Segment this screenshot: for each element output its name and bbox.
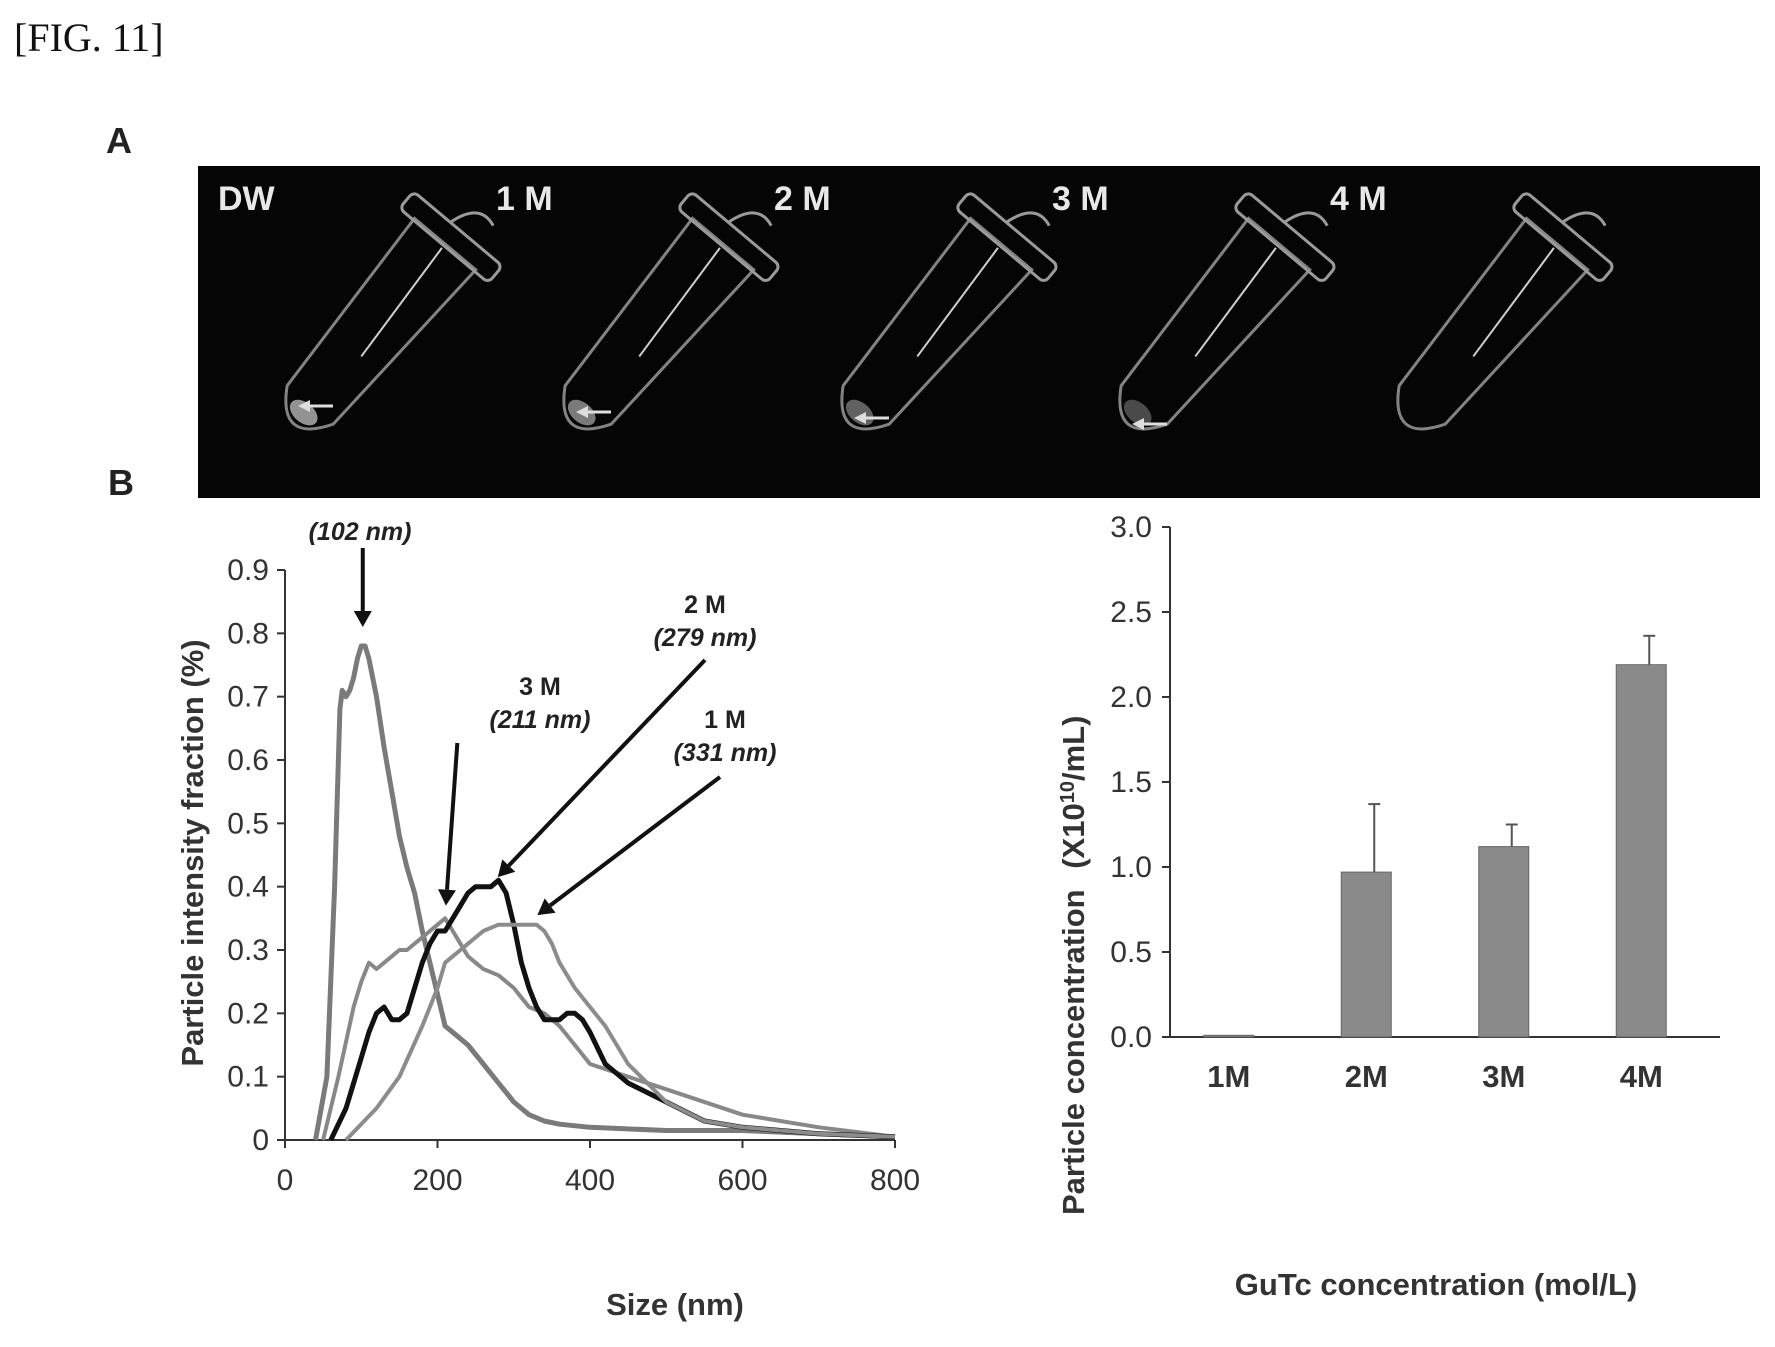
peak-annotation-arrow (507, 658, 707, 867)
x-tick-label-c: 3M (1482, 1059, 1525, 1094)
tube-image (1396, 192, 1614, 431)
bar-3m (1478, 846, 1530, 1038)
y-tick-label-b: 0.1 (227, 1061, 269, 1094)
y-tick-label-b: 0.4 (227, 871, 269, 904)
y-tick-label-b: 0.6 (227, 744, 269, 777)
x-tick-label-b: 800 (870, 1164, 920, 1197)
tube-image (1118, 192, 1336, 431)
y-tick-label-b: 0.8 (227, 617, 269, 650)
peak-annotation-arrow (445, 742, 460, 890)
y-tick-label-b: 0.9 (227, 554, 269, 587)
particle-concentration-chart: 0.0 0.5 1.0 1.5 2.0 2.5 3.0 1M 2M 3M 4M Particle c… (1056, 515, 1720, 1302)
y-axis-label-c: Particle concentration (X1010/mL) (1056, 716, 1091, 1215)
x-tick-label-b: 400 (565, 1164, 615, 1197)
tube-label: DW (218, 180, 276, 218)
bar-4m (1615, 664, 1667, 1038)
y-tick-label-b: 0 (252, 1124, 269, 1157)
size-distribution-chart: 0 0.1 0.2 0.3 0.4 0.5 0.6 0.7 0.8 0.9 0 200 400 600 80… (175, 518, 920, 1322)
y-tick-label-c: 1.0 (1110, 851, 1152, 884)
peak-annotation-arrow (548, 775, 722, 908)
peak-annotation-label: 2 M (684, 591, 726, 619)
panel-a-label: A (106, 120, 132, 161)
tube-image (284, 192, 502, 431)
x-tick-label-c: 2M (1345, 1059, 1388, 1094)
peak-annotation-label: 3 M (519, 673, 561, 701)
x-tick-label-c: 4M (1620, 1059, 1663, 1094)
y-tick-label-c: 0.0 (1110, 1021, 1152, 1054)
y-tick-label-b: 0.5 (227, 807, 269, 840)
peak-annotation-size: (331 nm) (674, 739, 777, 767)
peak-annotation-size: (279 nm) (654, 624, 757, 652)
peak-annotation-label: 1 M (704, 706, 746, 734)
photo-background (198, 166, 1760, 498)
y-tick-label-c: 3.0 (1110, 515, 1152, 544)
tube-label: 2 M (774, 180, 831, 218)
tube-photograph: DW 1 M 2 M 3 M 4 M (198, 166, 1760, 498)
y-tick-label-b: 0.2 (227, 997, 269, 1030)
x-tick-label-b: 0 (277, 1164, 294, 1197)
series-line-3m (321, 916, 896, 1141)
peak-annotation-size: (102 nm) (309, 518, 412, 546)
bar-1m (1203, 1034, 1255, 1038)
tube-label: 4 M (1330, 180, 1387, 218)
panel-b-label: B (108, 462, 134, 503)
tube-label: 3 M (1052, 180, 1109, 218)
bar-2m (1340, 871, 1392, 1038)
tube-label: 1 M (496, 180, 553, 218)
y-tick-label-c: 0.5 (1110, 936, 1152, 969)
tube-image (562, 192, 780, 431)
y-tick-label-c: 2.5 (1110, 596, 1152, 629)
y-tick-label-b: 0.3 (227, 934, 269, 967)
x-axis-label-b: Size (nm) (606, 1287, 744, 1322)
series-line-1m (344, 922, 896, 1142)
y-tick-label-c: 1.5 (1110, 766, 1152, 799)
y-tick-label-b: 0.7 (227, 681, 269, 714)
x-tick-label-b: 600 (717, 1164, 767, 1197)
x-tick-label-c: 1M (1207, 1059, 1250, 1094)
y-axis-label-b: Particle intensity fraction (%) (175, 639, 210, 1066)
x-axis-label-c: GuTc concentration (mol/L) (1235, 1267, 1637, 1302)
series-line-4m (313, 643, 896, 1141)
series-line-2m (328, 877, 896, 1142)
x-tick-label-b: 200 (412, 1164, 462, 1197)
peak-annotation-size: (211 nm) (490, 706, 591, 734)
y-tick-label-c: 2.0 (1110, 681, 1152, 714)
figure-label: [FIG. 11] (14, 15, 164, 60)
